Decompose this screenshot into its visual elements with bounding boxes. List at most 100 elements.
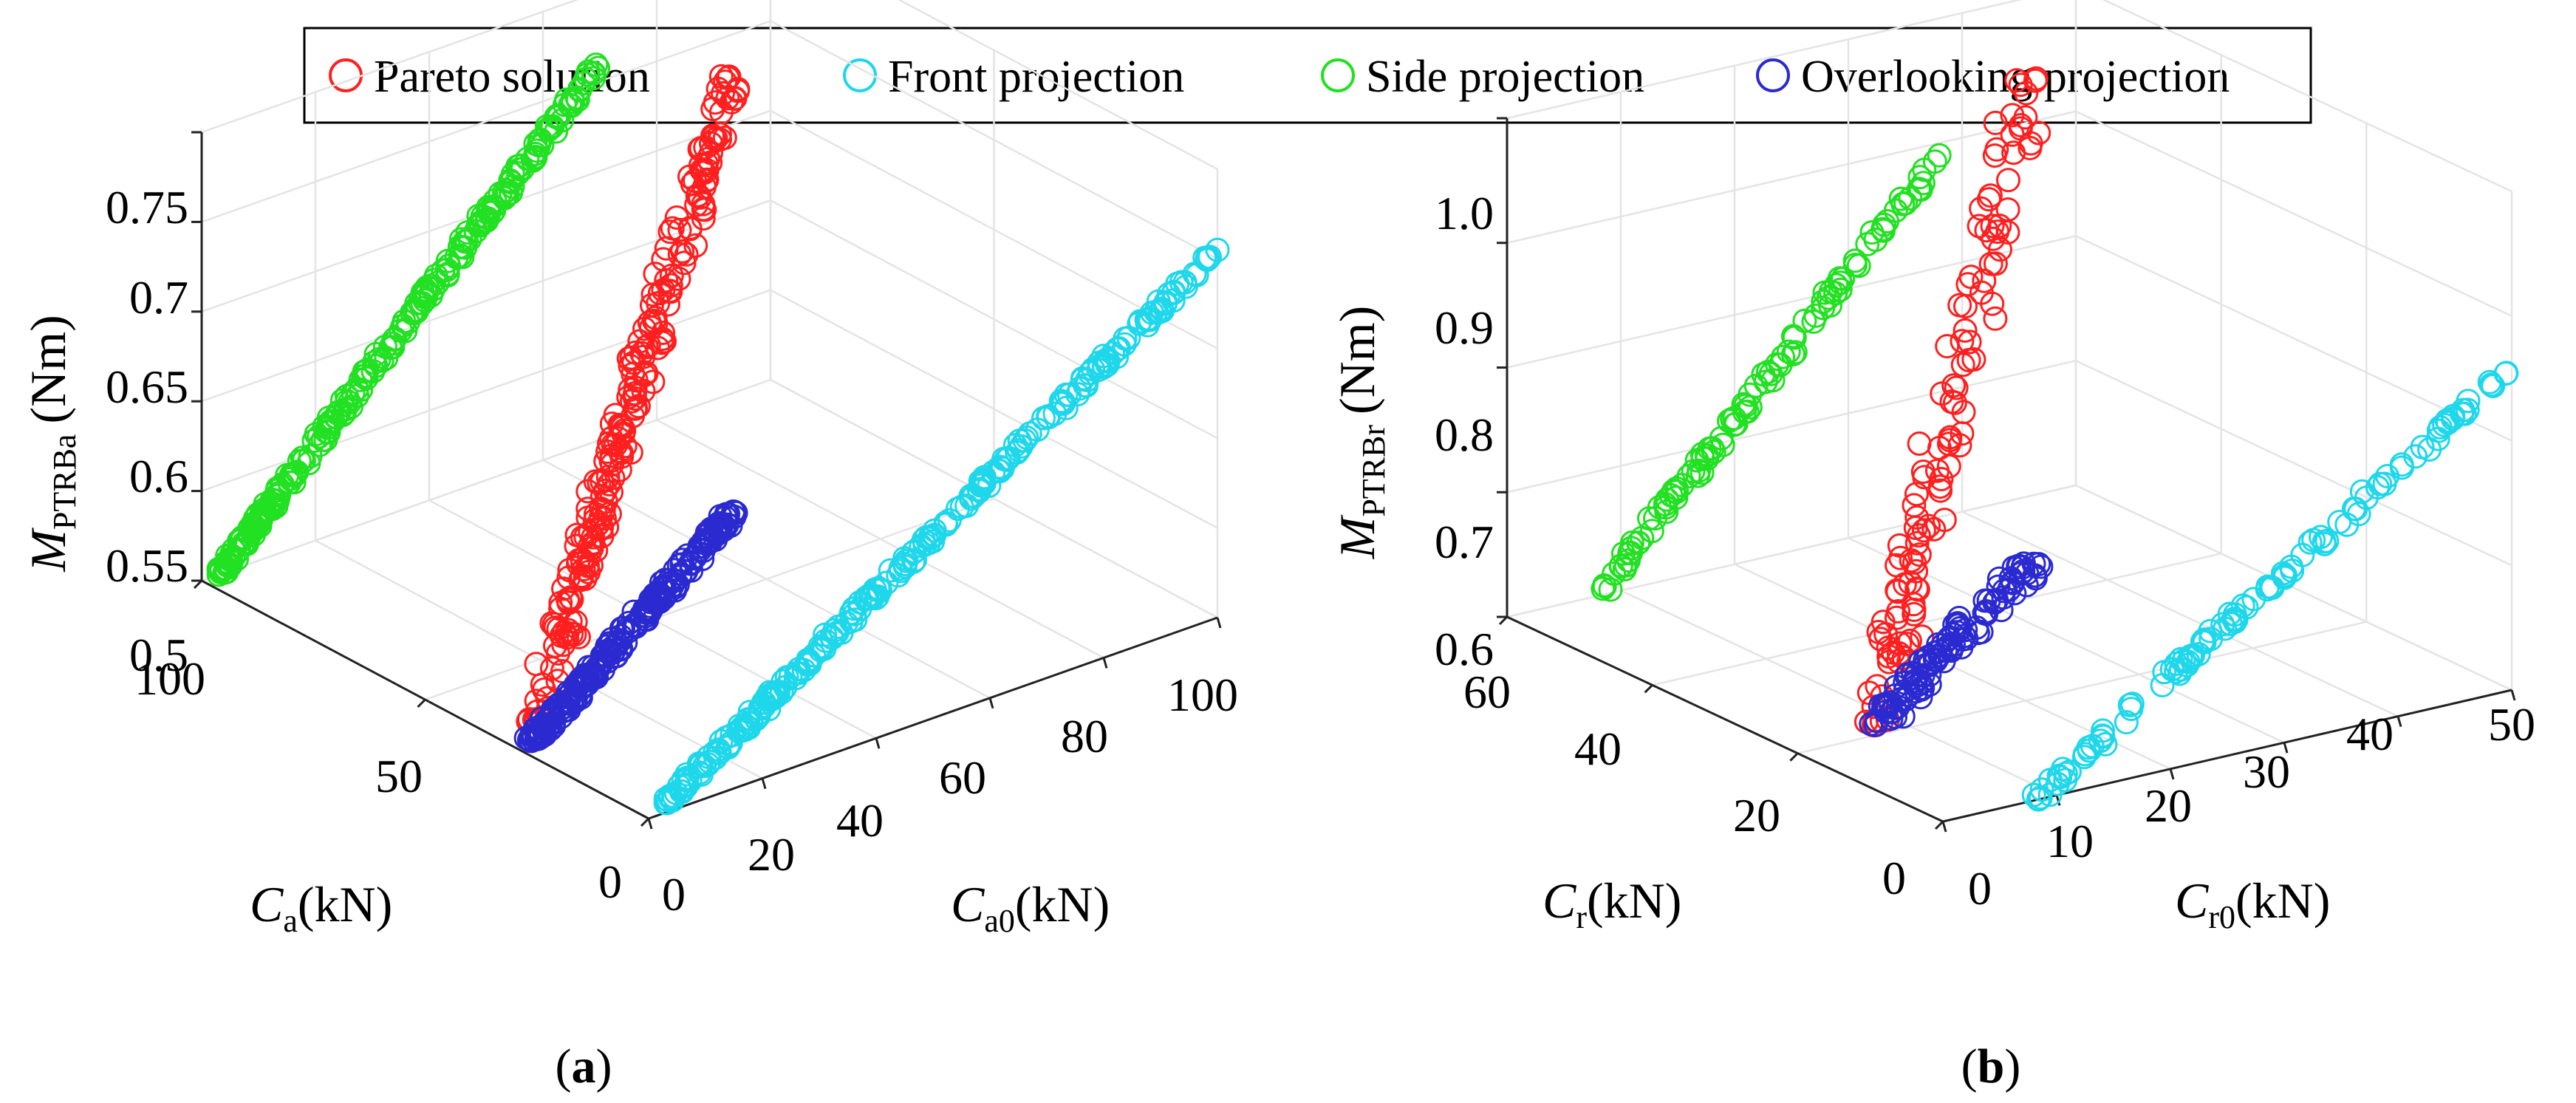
data-point bbox=[2000, 122, 2025, 147]
data-point bbox=[1903, 516, 1928, 540]
data-point bbox=[575, 496, 601, 522]
data-point bbox=[363, 341, 389, 366]
legend-label-side: Side projection bbox=[1366, 52, 1644, 102]
panel-a-tick-marks bbox=[191, 131, 1222, 830]
data-point bbox=[2308, 525, 2333, 550]
b-yaxis-title: Cr0(kN) bbox=[2175, 873, 2330, 935]
series-pareto-solution bbox=[1854, 66, 2051, 738]
data-point bbox=[1885, 579, 1910, 604]
data-point bbox=[561, 89, 585, 115]
gridline bbox=[898, 0, 1218, 171]
data-point bbox=[599, 479, 623, 505]
data-point bbox=[1899, 548, 1924, 573]
data-point bbox=[585, 655, 609, 680]
data-point bbox=[492, 180, 516, 205]
data-point bbox=[316, 420, 341, 445]
data-point bbox=[599, 412, 624, 437]
data-point bbox=[1912, 465, 1937, 490]
data-point bbox=[937, 508, 962, 533]
data-point bbox=[1907, 431, 1932, 456]
data-point bbox=[454, 228, 479, 253]
data-point bbox=[1905, 577, 1930, 602]
data-point bbox=[727, 713, 752, 738]
data-point bbox=[414, 279, 439, 304]
data-point bbox=[363, 353, 389, 378]
data-point bbox=[338, 395, 363, 420]
data-point bbox=[652, 329, 677, 354]
data-point bbox=[546, 692, 571, 717]
data-point bbox=[592, 642, 617, 667]
data-point bbox=[1091, 344, 1116, 369]
x-tick bbox=[1934, 820, 1944, 830]
data-point bbox=[712, 126, 737, 150]
data-point bbox=[1950, 352, 1975, 378]
data-point bbox=[618, 353, 643, 378]
data-point bbox=[1695, 446, 1720, 471]
data-point bbox=[1598, 577, 1623, 602]
b-ytick-label: 10 bbox=[2046, 815, 2094, 867]
panel-a: 0.5 0.55 0.6 0.65 0.7 0.75 0 50 100 0 20… bbox=[20, 0, 1238, 1093]
a-yaxis-title: Ca0(kN) bbox=[951, 876, 1110, 939]
data-point bbox=[751, 690, 776, 715]
data-point bbox=[402, 301, 427, 326]
data-point bbox=[1643, 506, 1667, 531]
data-point bbox=[1980, 291, 2005, 316]
x-tick bbox=[1644, 684, 1653, 694]
data-point bbox=[797, 652, 822, 677]
data-point bbox=[657, 568, 682, 593]
data-point bbox=[706, 76, 731, 101]
data-point bbox=[2312, 529, 2337, 554]
data-point bbox=[2455, 397, 2480, 423]
series-front-projection bbox=[2021, 361, 2519, 812]
data-point bbox=[1664, 476, 1689, 501]
data-point bbox=[575, 479, 601, 504]
gridline bbox=[656, 419, 1104, 659]
data-point bbox=[556, 587, 580, 612]
panel-b-tick-marks bbox=[1497, 117, 2516, 833]
data-point bbox=[643, 584, 669, 609]
data-point bbox=[1096, 349, 1121, 374]
data-point bbox=[1932, 508, 1957, 533]
data-point bbox=[506, 161, 530, 186]
data-point bbox=[1947, 606, 1972, 630]
data-point bbox=[889, 559, 914, 584]
data-point bbox=[1823, 281, 1848, 306]
data-point bbox=[561, 685, 587, 710]
data-point bbox=[713, 69, 738, 95]
data-point bbox=[1901, 592, 1926, 617]
data-point bbox=[874, 570, 899, 595]
gridline bbox=[315, 539, 763, 779]
data-point bbox=[1936, 431, 1961, 457]
data-point bbox=[539, 611, 564, 636]
gridline bbox=[1506, 484, 2077, 618]
gridline bbox=[1961, 510, 2399, 717]
b-ytick-label: 30 bbox=[2243, 745, 2290, 798]
data-point bbox=[672, 250, 697, 276]
data-point bbox=[1612, 557, 1637, 582]
data-point bbox=[725, 77, 751, 102]
x-tick bbox=[417, 698, 426, 708]
data-point bbox=[316, 405, 341, 430]
data-point bbox=[2114, 710, 2139, 735]
data-point bbox=[1591, 576, 1616, 601]
data-point bbox=[2026, 120, 2051, 146]
data-point bbox=[2334, 512, 2360, 537]
y-tick bbox=[875, 737, 881, 749]
data-point bbox=[437, 253, 462, 279]
gridline bbox=[770, 289, 1218, 529]
y-tick bbox=[2283, 742, 2289, 754]
data-point bbox=[1996, 168, 2020, 193]
data-point bbox=[516, 728, 541, 752]
data-point bbox=[2234, 595, 2259, 620]
gridline bbox=[201, 20, 771, 223]
data-point bbox=[774, 665, 799, 690]
data-point bbox=[1980, 214, 2005, 239]
data-point bbox=[886, 563, 911, 588]
b-zaxis-title: MPTRBr(Nm) bbox=[1329, 306, 1392, 560]
data-point bbox=[1961, 347, 1986, 372]
data-point bbox=[1828, 277, 1853, 302]
legend-marker-side bbox=[1321, 58, 1355, 92]
data-point bbox=[1946, 612, 1971, 638]
legend-marker-front bbox=[843, 58, 877, 92]
data-point bbox=[1957, 329, 1982, 355]
